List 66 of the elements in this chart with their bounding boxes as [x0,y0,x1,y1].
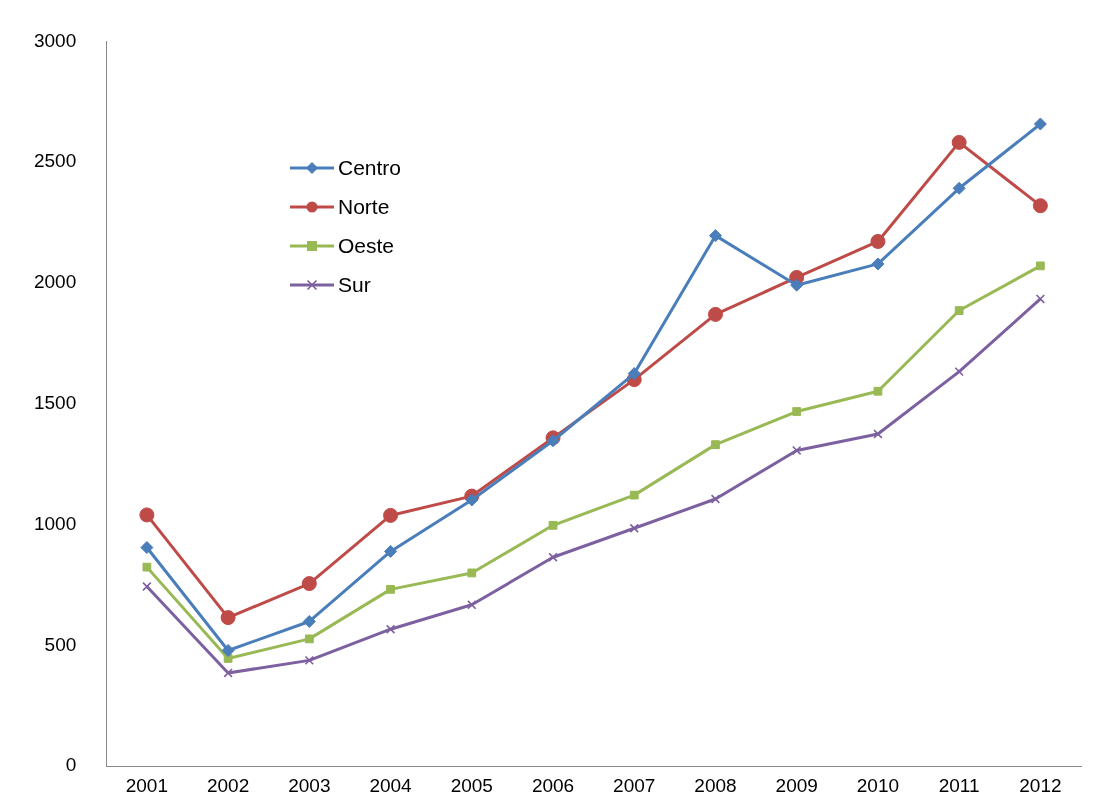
x-tick-label: 2005 [450,774,493,796]
point [954,366,964,377]
point [383,507,399,523]
point [548,520,558,530]
point [871,257,885,271]
point [140,541,154,555]
point [954,306,964,315]
x-tick-label: 2004 [369,774,413,796]
legend-label: Sur [338,272,371,297]
legend-label: Centro [338,155,402,180]
x-tick-label: 2007 [613,774,656,796]
point [548,552,558,562]
point [873,429,883,439]
x-tick-label: 2010 [856,774,900,796]
x-tick-label: 2009 [775,774,818,796]
point [952,181,966,195]
point [142,581,152,592]
x-tick-label: 2006 [531,774,575,796]
point [304,634,314,644]
point [385,624,396,634]
x-tick-label: 2001 [125,774,169,796]
point [1032,198,1048,214]
point [870,233,886,249]
point [629,490,639,500]
point [301,576,317,592]
x-tick-label: 2003 [288,774,331,796]
point [1033,117,1047,131]
point [304,655,315,666]
y-tick-label: 1000 [33,512,77,534]
point [792,407,802,416]
point [221,643,235,657]
point [384,544,398,558]
point [711,440,720,450]
point [873,386,883,396]
point [139,507,155,523]
y-tick-label: 500 [44,633,77,655]
point [629,523,639,533]
x-tick-label: 2012 [1019,774,1062,796]
point [302,614,316,628]
point [386,584,395,594]
point [467,600,477,610]
point [1036,261,1045,271]
x-tick-label: 2002 [206,774,250,796]
x-tick-label: 2008 [694,774,737,796]
point [627,367,641,381]
y-tick-label: 3000 [33,29,77,51]
y-tick-label: 2500 [33,150,77,172]
y-tick-label: 1500 [33,392,77,414]
point [792,445,802,456]
point [465,493,479,507]
y-tick-label: 0 [65,754,77,776]
point [951,134,967,150]
point [707,306,723,322]
legend-label: Oeste [338,233,395,258]
point [546,434,560,448]
point [790,278,804,292]
point [142,562,152,572]
point [1035,294,1046,304]
point [223,668,233,678]
point [220,610,236,626]
legend-label: Norte [338,194,390,219]
y-tick-label: 2000 [33,271,77,293]
point [710,494,721,504]
point [708,229,722,243]
point [467,568,477,578]
x-tick-label: 2011 [938,774,980,796]
